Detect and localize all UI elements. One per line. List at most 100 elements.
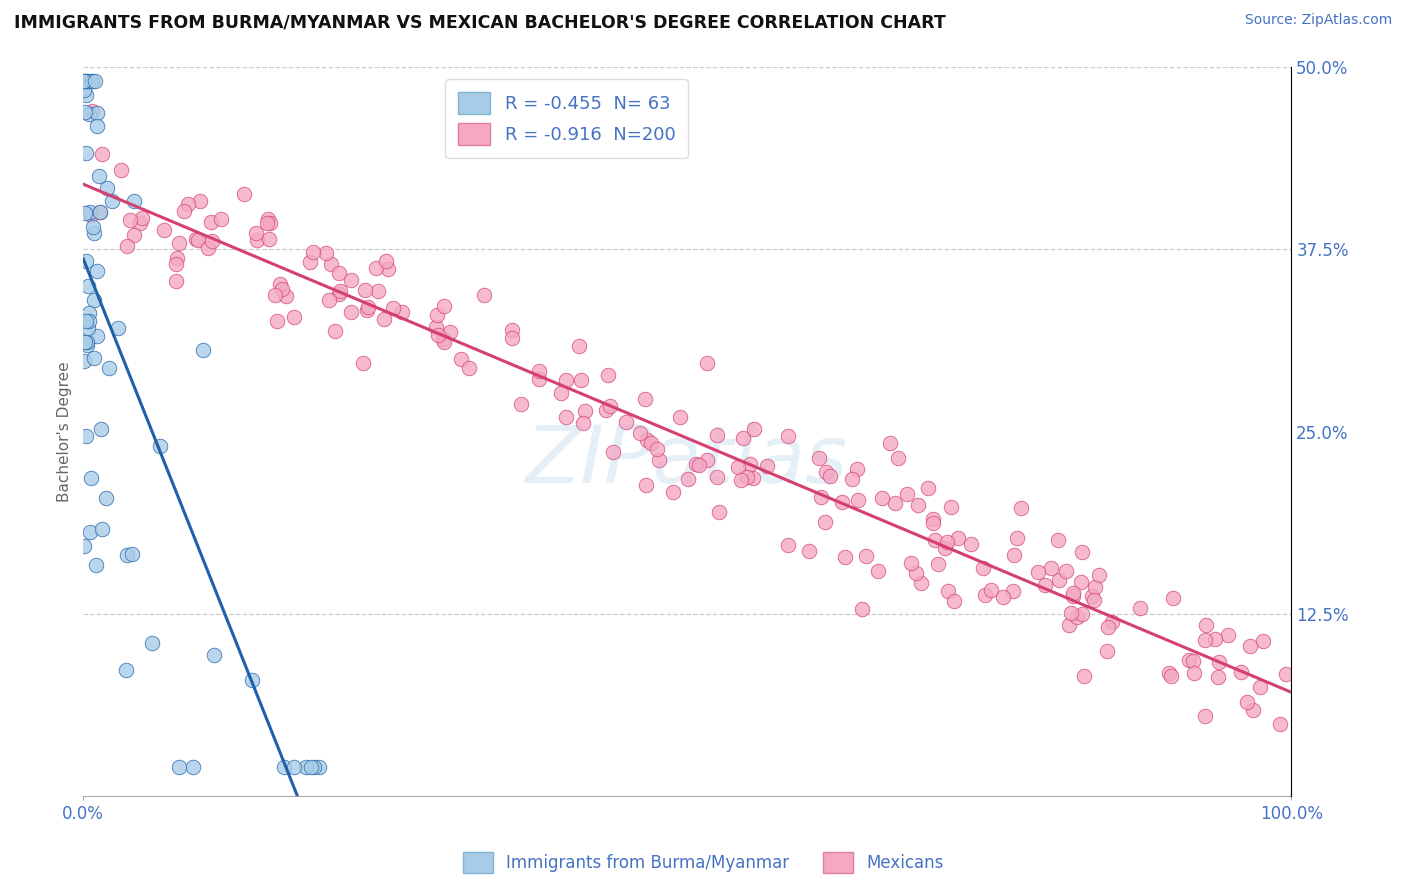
Point <box>86 106 108 120</box>
Point <box>240 673 263 688</box>
Point <box>1129 601 1152 615</box>
Point <box>1178 652 1201 666</box>
Point <box>457 360 479 375</box>
Point <box>75 88 97 103</box>
Point <box>742 471 765 485</box>
Point <box>1251 634 1274 648</box>
Point <box>696 453 718 467</box>
Point <box>73 539 96 553</box>
Point <box>101 194 124 209</box>
Point <box>1033 578 1056 592</box>
Point <box>905 566 928 581</box>
Point <box>706 470 728 484</box>
Point <box>75 105 97 120</box>
Point <box>959 537 981 551</box>
Point <box>90 421 112 435</box>
Point <box>364 260 387 275</box>
Point <box>1002 583 1025 598</box>
Point <box>917 481 939 495</box>
Point <box>96 180 118 194</box>
Point <box>648 453 671 467</box>
Point <box>1084 580 1107 594</box>
Point <box>181 760 204 774</box>
Point <box>662 485 685 500</box>
Point <box>1047 533 1070 547</box>
Point <box>676 472 699 486</box>
Point <box>922 512 945 526</box>
Point <box>910 576 932 591</box>
Point <box>554 409 576 424</box>
Point <box>846 492 869 507</box>
Point <box>321 257 343 271</box>
Point <box>246 233 269 247</box>
Point <box>831 495 853 509</box>
Point <box>776 429 799 443</box>
Point <box>1101 615 1123 630</box>
Point <box>131 211 153 226</box>
Point <box>73 74 96 88</box>
Point <box>79 525 101 540</box>
Point <box>191 343 214 358</box>
Point <box>122 194 145 208</box>
Point <box>439 325 461 339</box>
Point <box>1062 589 1084 603</box>
Point <box>374 253 396 268</box>
Point <box>1095 644 1118 658</box>
Point <box>308 760 330 774</box>
Point <box>669 410 692 425</box>
Point <box>887 451 910 466</box>
Point <box>1081 589 1104 603</box>
Point <box>302 760 325 774</box>
Point <box>450 351 472 366</box>
Point <box>75 314 97 328</box>
Point <box>1157 666 1180 681</box>
Point <box>259 216 281 230</box>
Point <box>1010 501 1032 516</box>
Point <box>1204 632 1226 646</box>
Point <box>94 491 117 506</box>
Point <box>433 335 456 350</box>
Point <box>80 74 103 88</box>
Point <box>256 217 278 231</box>
Point <box>83 293 105 307</box>
Point <box>1268 717 1291 731</box>
Point <box>283 310 305 324</box>
Text: Source: ZipAtlas.com: Source: ZipAtlas.com <box>1244 13 1392 28</box>
Point <box>266 314 288 328</box>
Point <box>356 303 378 318</box>
Point <box>1026 565 1049 579</box>
Point <box>1062 586 1084 600</box>
Point <box>1160 668 1182 682</box>
Point <box>86 329 108 343</box>
Point <box>257 232 280 246</box>
Point <box>1005 531 1028 545</box>
Point <box>209 212 232 227</box>
Point <box>634 477 657 491</box>
Point <box>1054 564 1077 578</box>
Point <box>167 236 190 251</box>
Point <box>815 465 838 479</box>
Point <box>87 169 110 184</box>
Point <box>173 204 195 219</box>
Point <box>75 146 97 161</box>
Point <box>202 648 225 662</box>
Point <box>425 320 447 334</box>
Point <box>1194 633 1216 648</box>
Point <box>797 544 820 558</box>
Point <box>89 204 111 219</box>
Point <box>269 277 291 291</box>
Legend: R = -0.455  N= 63, R = -0.916  N=200: R = -0.455 N= 63, R = -0.916 N=200 <box>446 79 688 158</box>
Point <box>884 496 907 510</box>
Point <box>742 422 765 436</box>
Point <box>550 385 572 400</box>
Point <box>924 533 946 548</box>
Point <box>730 474 752 488</box>
Point <box>73 354 96 368</box>
Point <box>77 314 100 328</box>
Point <box>426 308 449 322</box>
Point <box>1241 702 1264 716</box>
Point <box>472 288 495 302</box>
Point <box>810 490 832 504</box>
Point <box>1229 665 1251 680</box>
Point <box>1070 575 1092 590</box>
